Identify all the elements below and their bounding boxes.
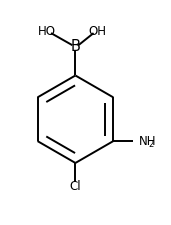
Text: B: B [70,39,80,54]
Text: 2: 2 [148,140,154,149]
Text: NH: NH [139,135,156,148]
Text: Cl: Cl [70,180,81,193]
Text: OH: OH [88,25,106,38]
Text: HO: HO [38,25,56,38]
